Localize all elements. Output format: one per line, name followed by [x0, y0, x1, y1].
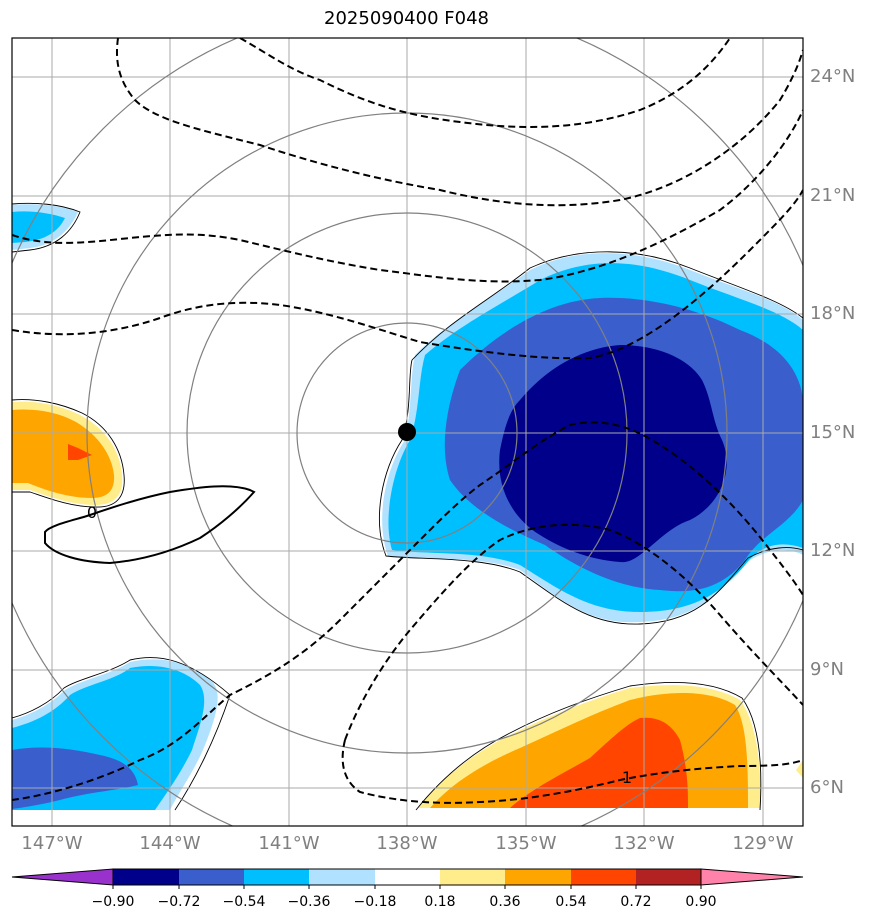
map-frame	[11, 37, 804, 827]
lon-label-135w: 135°W	[495, 833, 557, 854]
colorbar-label: 0.72	[620, 894, 652, 910]
colorbar-label: −0.18	[353, 894, 397, 910]
lat-label-6n: 6°N	[810, 777, 844, 798]
gridlines	[12, 38, 803, 826]
colorbar-label: −0.54	[222, 894, 266, 910]
outline-west	[12, 399, 125, 508]
outline-sw	[12, 657, 231, 811]
storm-center-marker	[398, 423, 416, 441]
positive-region-east-edge	[796, 760, 803, 778]
colorbar-label: 0.90	[685, 894, 717, 910]
lat-label-15n: 15°N	[810, 422, 856, 443]
lat-label-9n: 9°N	[810, 659, 844, 680]
colorbar-label: −0.36	[287, 894, 331, 910]
outline-ne	[379, 251, 803, 625]
dashed-contours	[12, 38, 803, 804]
lat-label-21n: 21°N	[810, 185, 856, 206]
lon-label-147w: 147°W	[21, 833, 83, 854]
positive-region-west	[12, 409, 115, 498]
negative-region-core	[499, 345, 727, 563]
range-rings	[12, 38, 803, 826]
negative-region-nw-core	[12, 211, 65, 243]
contour-label-zero: 0	[87, 503, 97, 522]
colorbar-label: 0.18	[424, 894, 456, 910]
lat-label-24n: 24°N	[810, 66, 856, 87]
map-title: 2025090400 F048	[324, 8, 489, 29]
outline-south	[415, 681, 762, 811]
contour-label-one: 1	[622, 768, 632, 787]
outline-nw	[12, 202, 81, 253]
lat-label-12n: 12°N	[810, 540, 856, 561]
lon-label-132w: 132°W	[613, 833, 675, 854]
lon-label-129w: 129°W	[732, 833, 794, 854]
positive-region-west-core	[68, 444, 92, 460]
colorbar	[11, 868, 804, 889]
negative-region-sw-core	[12, 747, 138, 809]
colorbar-label: 0.36	[489, 894, 521, 910]
colorbar-label: 0.54	[555, 894, 587, 910]
colorbar-label: −0.72	[157, 894, 201, 910]
lat-label-18n: 18°N	[810, 303, 856, 324]
solid-contour-zero	[44, 485, 256, 565]
lon-label-144w: 144°W	[139, 833, 201, 854]
lon-label-141w: 141°W	[258, 833, 320, 854]
map-plot-area	[12, 38, 803, 826]
lon-label-138w: 138°W	[376, 833, 438, 854]
colorbar-label: −0.90	[91, 894, 135, 910]
